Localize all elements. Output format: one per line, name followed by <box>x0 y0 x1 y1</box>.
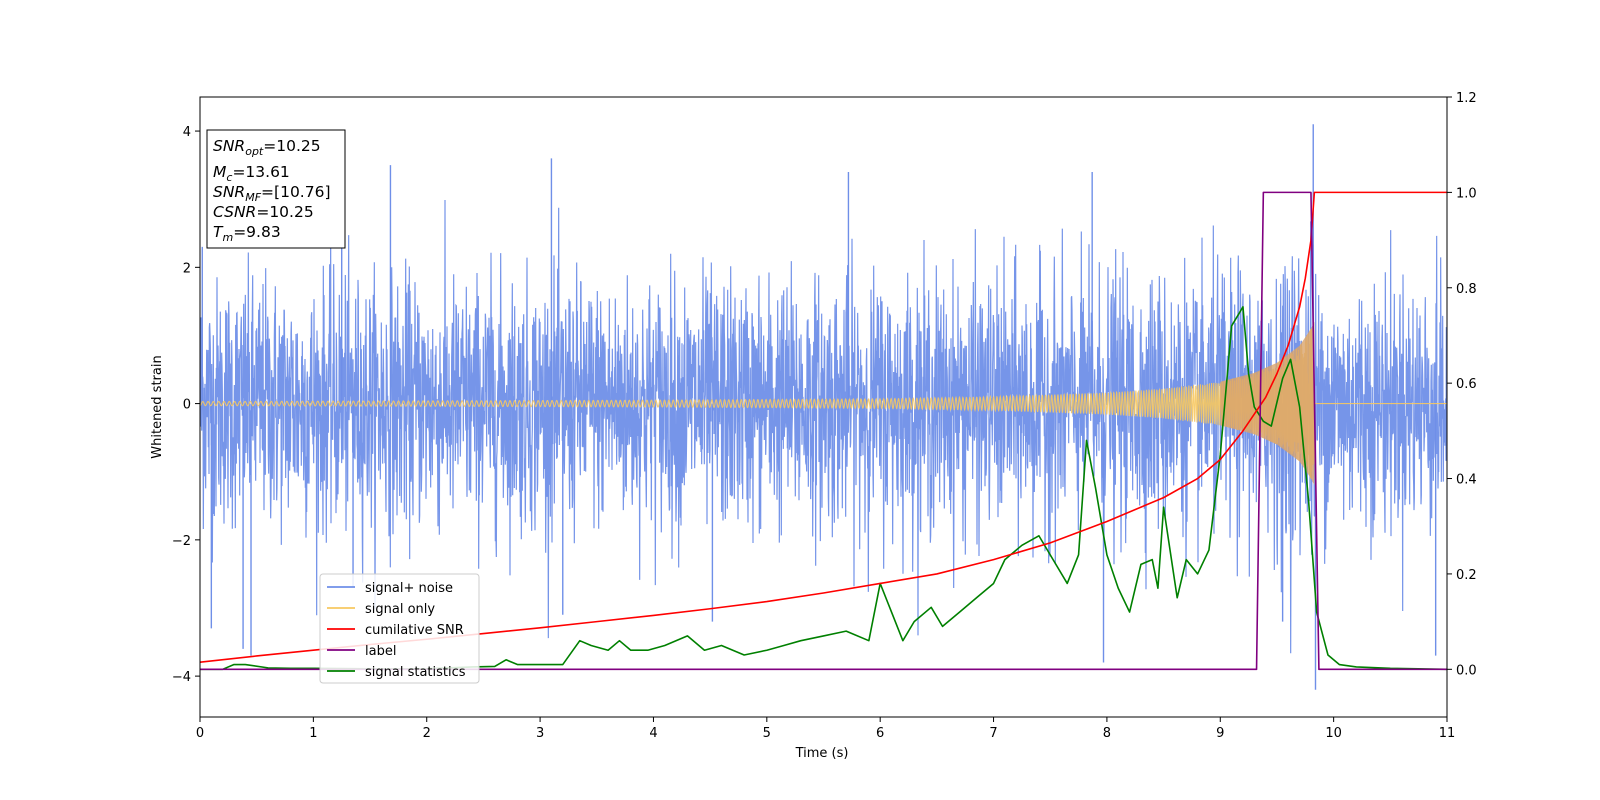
y-left-tick-label: 4 <box>183 125 191 140</box>
series-signal-noise-line <box>200 199 1447 654</box>
y-right-tick-label: 0.0 <box>1456 663 1477 678</box>
info-value: =10.25 <box>256 203 313 221</box>
plot-area <box>200 124 1447 690</box>
info-symbol: M <box>213 163 226 181</box>
info-symbol: SNR <box>213 183 245 201</box>
x-tick-label: 7 <box>989 726 997 741</box>
info-line: Mc=13.61 <box>213 163 290 184</box>
info-subscript: MF <box>245 191 261 204</box>
info-subscript: c <box>226 171 232 184</box>
y-left-axis: 4 2 0 −2 −4 <box>172 125 200 685</box>
info-line: Tm=9.83 <box>213 223 281 244</box>
legend-label: signal statistics <box>365 665 466 680</box>
x-tick-label: 4 <box>649 726 657 741</box>
info-symbol: SNR <box>213 137 245 155</box>
legend-label: signal only <box>365 602 435 617</box>
info-subscript: m <box>222 231 233 244</box>
info-value: =13.61 <box>232 163 289 181</box>
x-tick-label: 9 <box>1216 726 1224 741</box>
legend-frame <box>319 573 480 684</box>
info-value: =10.25 <box>263 137 320 155</box>
x-tick-label: 8 <box>1103 726 1111 741</box>
series-signal-statistics-line <box>200 306 1447 671</box>
legend-label: cumilative SNR <box>365 623 464 638</box>
y-right-tick-label: 0.8 <box>1456 282 1477 297</box>
series-label-line <box>200 191 1447 671</box>
x-tick-label: 11 <box>1439 726 1456 741</box>
x-tick-label: 2 <box>423 726 431 741</box>
y-left-tick-label: 2 <box>183 261 191 276</box>
y-right-tick-label: 0.6 <box>1456 377 1477 392</box>
info-value: =[10.76] <box>261 183 330 201</box>
y-left-tick-label: −4 <box>172 670 191 685</box>
x-tick-label: 0 <box>196 726 204 741</box>
x-tick-label: 10 <box>1325 726 1342 741</box>
y-right-tick-label: 1.0 <box>1456 186 1477 201</box>
info-subscript: opt <box>245 145 264 158</box>
info-line: CSNR=10.25 <box>213 203 314 221</box>
legend-label: signal+ noise <box>365 581 453 596</box>
info-box: SNRopt=10.25Mc=13.61SNRMF=[10.76]CSNR=10… <box>206 129 346 249</box>
x-tick-label: 6 <box>876 726 884 741</box>
y-right-tick-label: 0.2 <box>1456 568 1477 583</box>
x-axis-label: Time (s) <box>795 746 849 761</box>
y-right-tick-label: 1.2 <box>1456 91 1477 106</box>
y-axis-label: Whitened strain <box>150 355 165 458</box>
info-line: SNRopt=10.25 <box>213 137 321 158</box>
x-tick-label: 3 <box>536 726 544 741</box>
y-left-tick-label: 0 <box>183 398 191 413</box>
x-axis: 0 1 2 3 4 5 6 7 8 9 10 11 <box>196 717 1455 741</box>
x-tick-label: 1 <box>309 726 317 741</box>
legend-label: label <box>365 644 396 659</box>
y-left-tick-label: −2 <box>172 534 191 549</box>
info-line: SNRMF=[10.76] <box>213 183 331 204</box>
y-right-axis: 1.2 1.0 0.8 0.6 0.4 0.2 0.0 <box>1447 91 1477 678</box>
legend: signal+ noise signal only cumilative SNR la… <box>319 573 480 684</box>
x-tick-label: 5 <box>763 726 771 741</box>
info-box-frame <box>206 129 346 249</box>
info-symbol: T <box>213 223 224 241</box>
info-symbol: CSNR <box>213 203 256 221</box>
y-right-tick-label: 0.4 <box>1456 473 1477 488</box>
info-value: =9.83 <box>233 223 281 241</box>
axes-frame <box>199 96 1448 718</box>
